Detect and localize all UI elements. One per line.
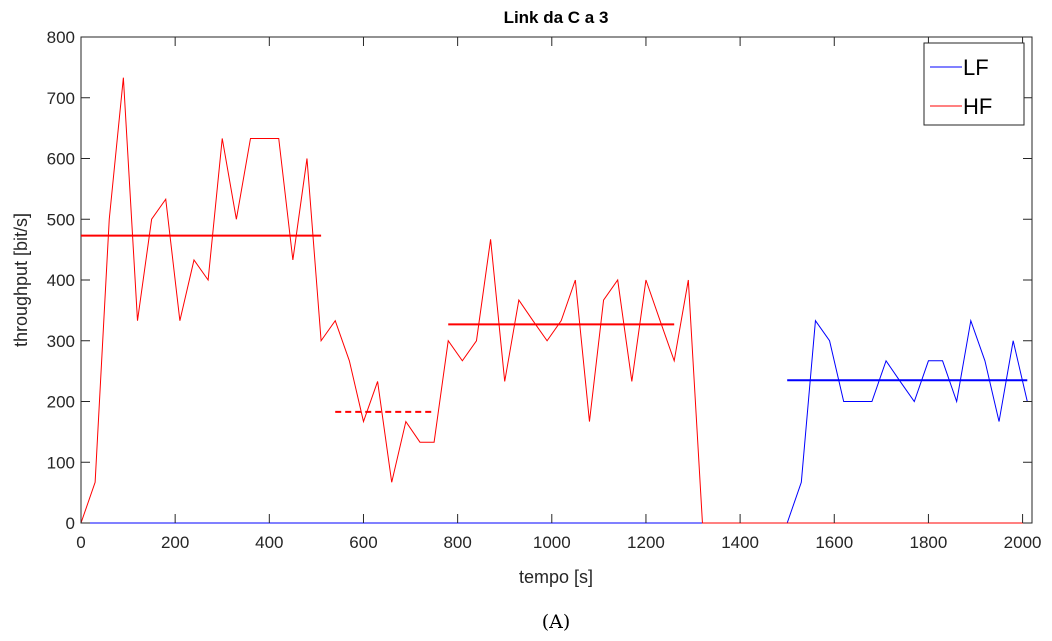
x-tick-label: 600 xyxy=(349,533,377,552)
y-tick-label: 500 xyxy=(47,210,75,229)
x-axis-ticks: 0 200 400 600 800 1000 1200 1400 1600 1800 2000 xyxy=(76,37,1041,552)
x-tick-label: 2000 xyxy=(1004,533,1042,552)
y-tick-label: 100 xyxy=(47,453,75,472)
x-tick-label: 1000 xyxy=(533,533,571,552)
x-axis-label: tempo [s] xyxy=(519,567,593,587)
x-tick-label: 400 xyxy=(255,533,283,552)
legend-box xyxy=(923,42,1025,126)
y-tick-label: 700 xyxy=(47,89,75,108)
mean-lines-layer xyxy=(81,234,1028,413)
figure-caption: (A) xyxy=(542,611,571,633)
x-tick-label: 1200 xyxy=(627,533,665,552)
plot-area xyxy=(80,36,1033,524)
series-line-hf xyxy=(80,77,1032,524)
y-tick-label: 800 xyxy=(47,28,75,47)
y-axis-ticks: 0 100 200 300 400 500 600 700 800 xyxy=(47,28,1032,533)
y-tick-label: 0 xyxy=(66,514,75,533)
y-tick-label: 600 xyxy=(47,150,75,169)
x-tick-label: 200 xyxy=(161,533,189,552)
x-tick-label: 0 xyxy=(76,533,85,552)
legend-label-hf: HF xyxy=(963,94,992,119)
legend: LF HF xyxy=(923,42,1025,126)
y-axis-label: throughput [bit/s] xyxy=(11,213,31,347)
chart-title: Link da C a 3 xyxy=(504,8,609,27)
x-tick-label: 1800 xyxy=(910,533,948,552)
y-tick-label: 200 xyxy=(47,393,75,412)
x-tick-label: 1400 xyxy=(721,533,759,552)
legend-label-lf: LF xyxy=(963,55,989,80)
x-tick-label: 1600 xyxy=(815,533,853,552)
series-layer xyxy=(80,77,1032,524)
x-tick-label: 800 xyxy=(443,533,471,552)
y-tick-label: 400 xyxy=(47,271,75,290)
y-tick-label: 300 xyxy=(47,332,75,351)
series-line-lf xyxy=(81,318,1028,524)
